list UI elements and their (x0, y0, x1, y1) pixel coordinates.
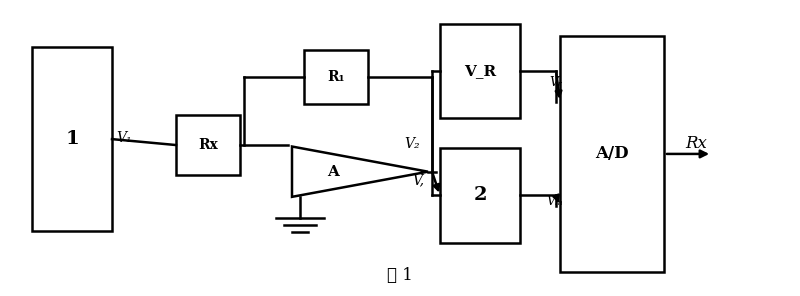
Text: Rx: Rx (685, 135, 707, 152)
FancyBboxPatch shape (440, 148, 520, 243)
FancyBboxPatch shape (32, 47, 112, 231)
Text: V_R: V_R (464, 64, 496, 78)
Text: V,: V, (413, 173, 425, 188)
FancyBboxPatch shape (176, 115, 240, 175)
FancyBboxPatch shape (304, 50, 368, 104)
Text: Rx: Rx (198, 138, 218, 152)
Text: A/D: A/D (595, 145, 629, 163)
Polygon shape (292, 147, 428, 197)
Text: Vᵢₙ: Vᵢₙ (546, 195, 562, 208)
Text: A: A (327, 165, 338, 179)
FancyBboxPatch shape (440, 24, 520, 118)
Text: R₁: R₁ (327, 70, 345, 84)
Text: V₂: V₂ (404, 136, 420, 151)
Text: 图 1: 图 1 (387, 267, 413, 284)
Text: 2: 2 (474, 186, 486, 204)
Text: 1: 1 (65, 130, 79, 148)
FancyBboxPatch shape (560, 36, 664, 272)
Text: Vᵣ: Vᵣ (550, 76, 562, 89)
Text: V₁: V₁ (116, 131, 132, 145)
